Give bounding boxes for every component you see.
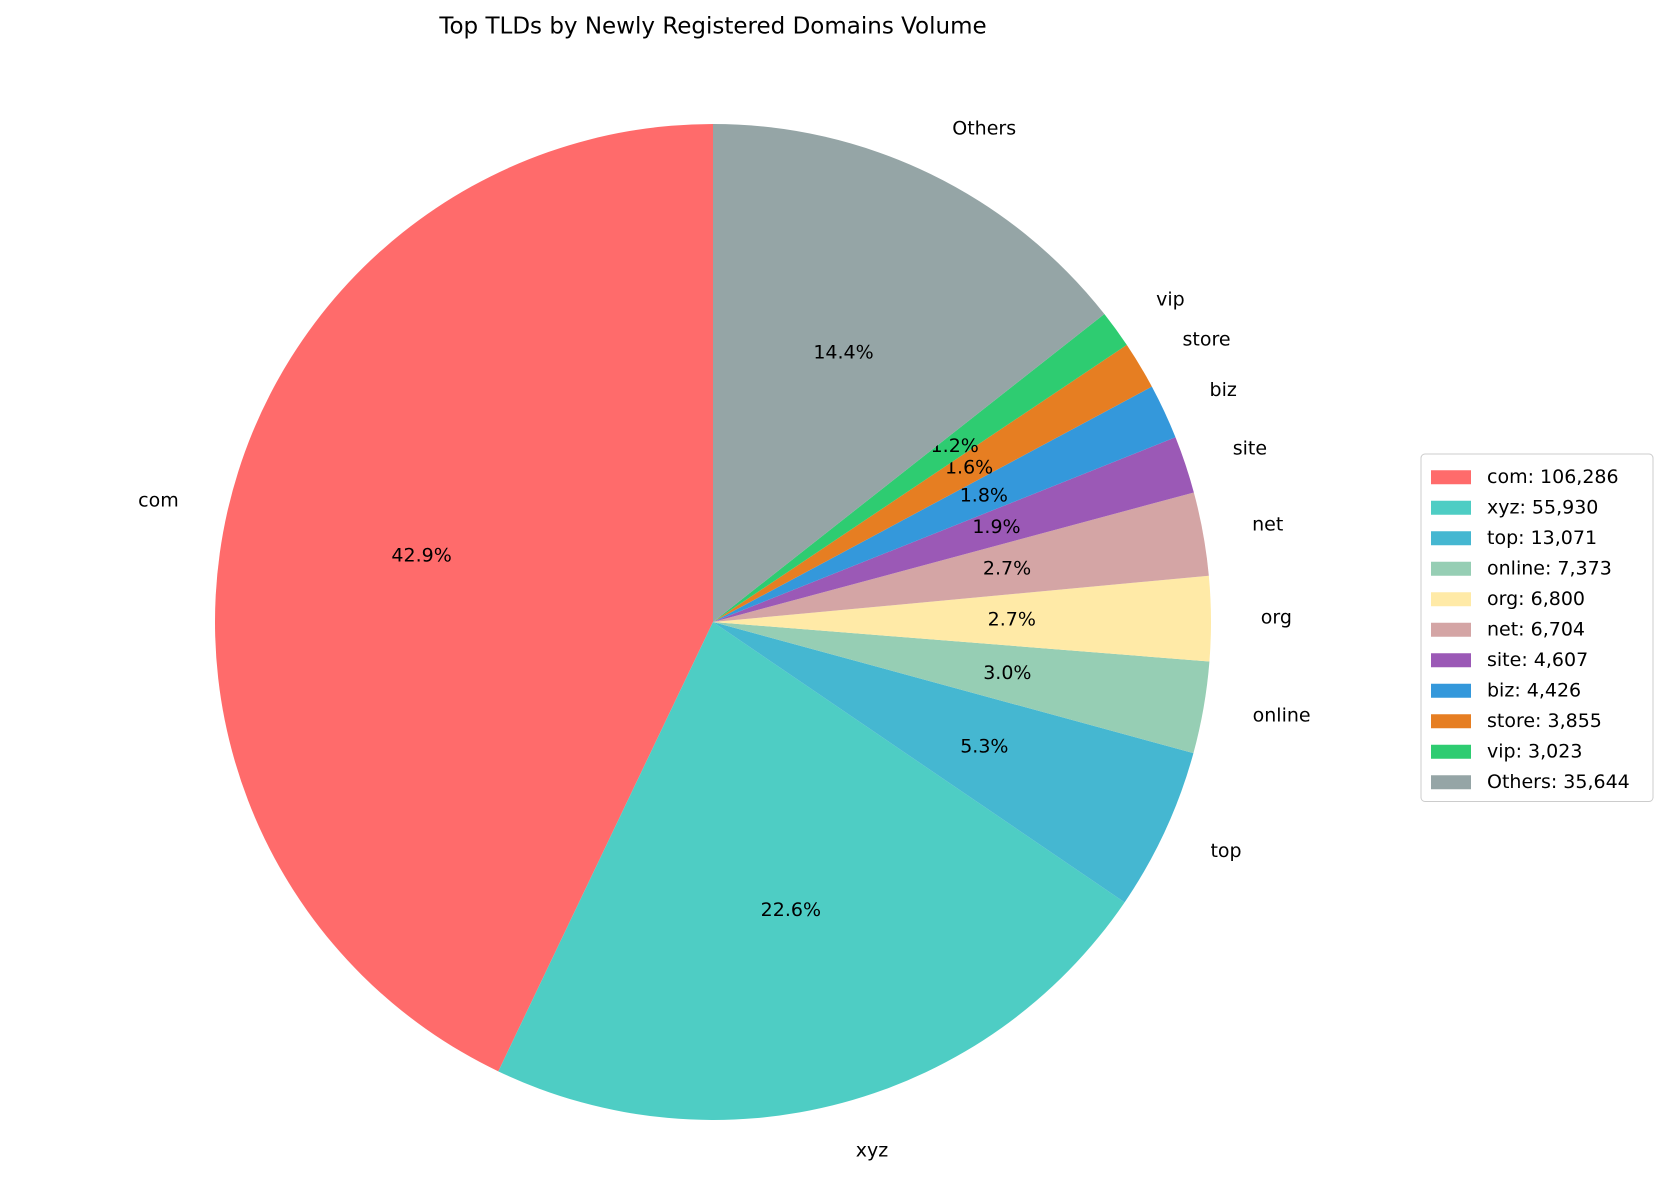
percent-label: 1.6% bbox=[945, 457, 993, 479]
percent-label: 5.3% bbox=[960, 736, 1008, 758]
percent-label: 1.9% bbox=[972, 516, 1020, 538]
legend-swatch bbox=[1431, 653, 1471, 668]
legend-label: biz: 4,426 bbox=[1487, 679, 1581, 701]
slice-label: biz bbox=[1210, 379, 1237, 401]
legend-label: com: 106,286 bbox=[1487, 466, 1619, 488]
legend-label: online: 7,373 bbox=[1487, 557, 1612, 579]
percent-label: 2.7% bbox=[983, 558, 1031, 580]
legend-swatch bbox=[1431, 714, 1471, 729]
percent-label: 14.4% bbox=[813, 342, 873, 364]
legend-swatch bbox=[1431, 531, 1471, 546]
pie-slice bbox=[713, 314, 1127, 622]
legend-swatch bbox=[1431, 500, 1471, 515]
pie-slice bbox=[713, 344, 1152, 622]
pie-slice bbox=[713, 124, 1105, 622]
legend-swatch bbox=[1431, 470, 1471, 485]
legend-swatch bbox=[1431, 622, 1471, 637]
pie-slice bbox=[713, 492, 1209, 622]
legend-label: site: 4,607 bbox=[1487, 649, 1588, 671]
pie-slice bbox=[713, 622, 1210, 754]
chart-title: Top TLDs by Newly Registered Domains Vol… bbox=[438, 14, 986, 40]
pie-slice bbox=[713, 622, 1194, 903]
slice-label: vip bbox=[1156, 288, 1185, 310]
percent-label: 42.9% bbox=[391, 544, 451, 566]
legend-label: vip: 3,023 bbox=[1487, 740, 1582, 762]
legend-swatch bbox=[1431, 592, 1471, 607]
legend-label: net: 6,704 bbox=[1487, 618, 1585, 640]
legend: com: 106,286 xyz: 55,930 top: 13,071 online… bbox=[1420, 453, 1654, 802]
pie-slice bbox=[713, 437, 1194, 622]
percent-label: 22.6% bbox=[761, 899, 821, 921]
legend-swatch bbox=[1431, 775, 1471, 790]
slice-label: xyz bbox=[856, 1139, 888, 1161]
slice-label: Others bbox=[952, 118, 1016, 140]
slice-label: org bbox=[1261, 607, 1292, 629]
legend-swatch bbox=[1431, 744, 1471, 759]
legend-label: top: 13,071 bbox=[1487, 527, 1597, 549]
slice-label: site bbox=[1233, 437, 1267, 459]
pie-slice bbox=[713, 575, 1211, 662]
pie-slice bbox=[498, 622, 1125, 1120]
slice-label: top bbox=[1210, 840, 1241, 862]
slice-label: net bbox=[1252, 513, 1283, 535]
percent-label: 2.7% bbox=[988, 608, 1036, 630]
legend-label: Others: 35,644 bbox=[1487, 771, 1630, 793]
percent-label: 1.8% bbox=[960, 484, 1008, 506]
slice-label: com bbox=[138, 489, 179, 511]
legend-label: xyz: 55,930 bbox=[1487, 496, 1598, 518]
slice-label: online bbox=[1253, 705, 1311, 727]
legend-swatch bbox=[1431, 683, 1471, 698]
slice-label: store bbox=[1183, 328, 1231, 350]
legend-frame bbox=[1420, 453, 1654, 802]
legend-swatch bbox=[1431, 561, 1471, 576]
legend-label: org: 6,800 bbox=[1487, 588, 1585, 610]
legend-label: store: 3,855 bbox=[1487, 710, 1602, 732]
pie-slice bbox=[215, 124, 713, 1072]
pie-slice bbox=[713, 386, 1176, 622]
percent-label: 3.0% bbox=[983, 662, 1031, 684]
